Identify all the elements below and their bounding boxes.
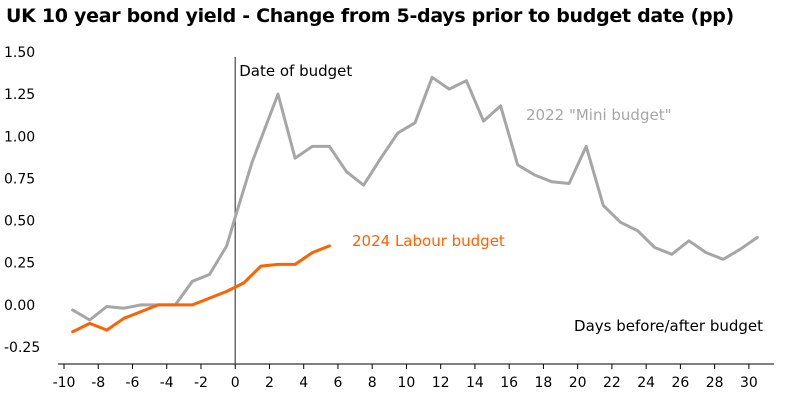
- y-tick-label: 1.25: [4, 87, 35, 103]
- y-tick-label: 0.50: [4, 214, 35, 230]
- y-tick-label: 1.50: [4, 45, 35, 61]
- x-tick-label: -8: [91, 375, 105, 391]
- x-tick-label: 2: [265, 375, 274, 391]
- budget-date-reference: Date of budget: [234, 57, 352, 364]
- x-tick-label: 16: [500, 375, 518, 391]
- y-axis-labels: -0.25 0.00 0.25 0.50 0.75 1.00 1.25 1.50: [4, 45, 40, 356]
- y-tick-label: 0.75: [4, 171, 35, 187]
- y-tick-label: 1.00: [4, 129, 35, 145]
- x-tick-label: 24: [637, 375, 655, 391]
- chart-title: UK 10 year bond yield - Change from 5-da…: [6, 5, 734, 27]
- series-lines: [71, 75, 759, 334]
- x-tick-label: 20: [569, 375, 587, 391]
- series-label-2022-mini-budget: 2022 "Mini budget": [526, 106, 671, 124]
- budget-date-label: Date of budget: [239, 62, 352, 80]
- y-tick-label: -0.25: [4, 340, 40, 356]
- x-tick-label: -2: [194, 375, 208, 391]
- x-tick-label: -4: [160, 375, 174, 391]
- x-tick-label: -10: [53, 375, 76, 391]
- x-tick-label: 26: [671, 375, 689, 391]
- x-tick-label: 22: [603, 375, 621, 391]
- x-axis: -10 -8 -6 -4 -2 0 2 4 6 8 10 12 14 16 18 20 22 24 26 28 30: [53, 363, 774, 391]
- annotations: 2022 "Mini budget" 2024 Labour budget Days…: [352, 106, 763, 335]
- x-tick-label: -6: [126, 375, 140, 391]
- x-tick-label: 18: [535, 375, 553, 391]
- x-tick-label: 14: [466, 375, 484, 391]
- x-tick-label: 10: [398, 375, 416, 391]
- x-tick-label: 0: [231, 375, 240, 391]
- y-tick-label: 0.25: [4, 256, 35, 272]
- x-axis-label: Days before/after budget: [574, 317, 763, 335]
- series-line-2022-mini-budget: [71, 75, 759, 322]
- series-label-2024-labour-budget: 2024 Labour budget: [352, 232, 505, 250]
- x-tick-label: 6: [333, 375, 342, 391]
- series-line-2024-labour-budget: [71, 244, 331, 334]
- x-tick-label: 8: [368, 375, 377, 391]
- x-tick-label: 12: [432, 375, 450, 391]
- y-tick-label: 0.00: [4, 298, 35, 314]
- x-tick-label: 28: [706, 375, 724, 391]
- x-tick-label: 4: [299, 375, 308, 391]
- x-tick-label: 30: [740, 375, 758, 391]
